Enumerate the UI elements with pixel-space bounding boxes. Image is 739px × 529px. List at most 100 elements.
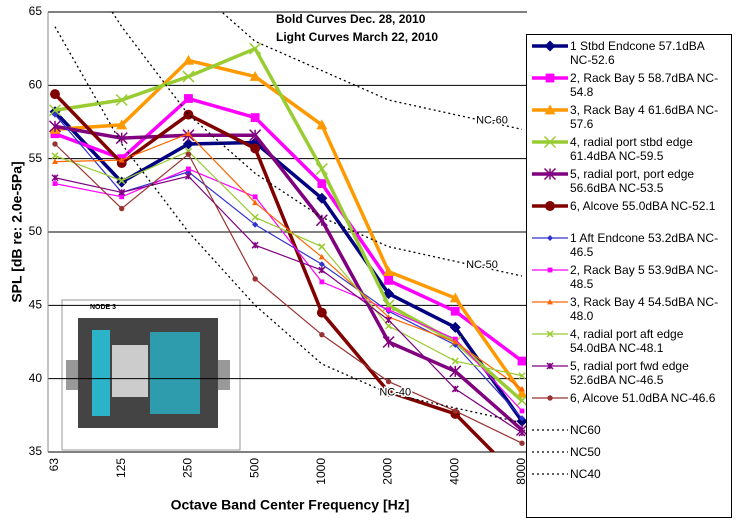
marker (547, 267, 553, 273)
marker (385, 316, 393, 324)
legend-swatch (532, 362, 568, 370)
marker (318, 253, 325, 260)
x-tick-label: 250 (181, 458, 195, 478)
x-tick-label: 500 (247, 458, 261, 478)
legend-swatch (532, 299, 568, 305)
inset: NODE 3 (61, 299, 241, 451)
marker (48, 104, 62, 117)
marker (546, 362, 554, 370)
legend-label: 1 Stbd Endcone 57.1dBA NC-52.6 (570, 39, 705, 67)
marker (52, 141, 58, 147)
marker (519, 415, 525, 422)
marker (519, 408, 525, 414)
marker (183, 109, 194, 120)
marker (119, 194, 125, 200)
marker (547, 235, 553, 241)
marker (186, 166, 191, 172)
marker (182, 138, 194, 150)
marker (182, 70, 195, 83)
marker (50, 89, 60, 100)
legend-label: 5, radial port fwd edge 52.6dBA NC-46.5 (570, 359, 689, 387)
marker (116, 119, 128, 130)
x-axis-label: Octave Band Center Frequency [Hz] (171, 497, 410, 513)
legend-label: 4, radial port stbd edge 61.4dBA NC-59.5 (570, 135, 693, 163)
legend-entry: NC60 (530, 423, 728, 445)
marker (386, 307, 391, 313)
marker (546, 330, 554, 338)
marker (319, 331, 325, 338)
marker (52, 111, 58, 118)
legend-label: NC60 (570, 423, 601, 437)
legend-label: 4, radial port aft edge 54.0dBA NC-48.1 (570, 327, 684, 355)
legend-swatch (532, 40, 568, 52)
legend-swatch (532, 330, 568, 338)
legend-swatch (532, 167, 568, 181)
legend-swatch (532, 429, 568, 431)
x-tick-label: 8000 (514, 458, 528, 485)
marker (383, 266, 395, 276)
marker (318, 261, 325, 268)
marker (547, 395, 553, 401)
marker (519, 440, 525, 446)
marker (518, 429, 526, 437)
marker (515, 394, 527, 407)
legend-label: NC40 (570, 467, 601, 481)
marker (382, 335, 395, 349)
marker (252, 194, 258, 200)
y-tick-label: 35 (29, 444, 43, 458)
marker (385, 322, 393, 330)
legend-entry: 5, radial port, port edge 56.6dBA NC-53.… (530, 167, 728, 199)
x-tick-label: 2000 (381, 458, 395, 485)
y-axis-label: SPL [dB re: 2.0e-5Pa] (9, 161, 25, 302)
marker (318, 243, 326, 251)
marker (251, 241, 259, 249)
marker (184, 172, 192, 180)
x-tick-label: 125 (114, 458, 128, 478)
series-line (111, 12, 523, 277)
marker (545, 201, 555, 211)
legend-label: 1 Aft Endcone 53.2dBA NC-46.5 (570, 231, 719, 259)
marker (452, 408, 458, 414)
y-tick-label: 50 (29, 224, 43, 238)
marker (118, 188, 126, 196)
marker (516, 387, 527, 398)
marker (182, 54, 194, 65)
marker (319, 279, 325, 285)
legend-entry: 5, radial port fwd edge 52.6dBA NC-46.5 (530, 359, 728, 391)
x-tick-label: 1000 (314, 458, 328, 485)
series-line (220, 12, 523, 130)
plot-area (48, 12, 527, 452)
series-line (54, 175, 523, 434)
marker (249, 129, 262, 142)
marker (316, 307, 327, 318)
marker (249, 42, 262, 55)
legend-entry: NC50 (530, 445, 728, 467)
legend-swatch (532, 235, 568, 241)
marker (449, 292, 461, 303)
marker (184, 94, 193, 103)
legend-swatch (532, 201, 568, 211)
marker (185, 130, 192, 137)
marker (252, 221, 259, 228)
y-tick-label: 40 (29, 371, 43, 385)
marker (544, 40, 556, 52)
marker (543, 167, 557, 181)
legend-entry: 4, radial port stbd edge 61.4dBA NC-59.5 (530, 135, 728, 167)
legend-entry: 2, Rack Bay 5 58.7dBA NC-54.8 (530, 71, 728, 103)
marker (543, 135, 557, 149)
series-line (54, 124, 524, 432)
y-tick-label: 60 (29, 78, 43, 92)
series-line (54, 46, 524, 402)
legend-entry: 6, Alcove 51.0dBA NC-46.6 (530, 391, 728, 423)
marker (450, 306, 460, 316)
legend-entry: 3, Rack Bay 4 54.5dBA NC-48.0 (530, 295, 728, 327)
legend-label: 3, Rack Bay 4 61.6dBA NC-57.6 (570, 103, 719, 131)
legend-swatch (532, 267, 568, 273)
marker (315, 214, 328, 227)
marker (384, 276, 393, 285)
legend-entry: 6, Alcove 55.0dBA NC-52.1 (530, 199, 728, 231)
marker (545, 73, 555, 83)
legend-swatch (532, 451, 568, 453)
legend-label: 6, Alcove 51.0dBA NC-46.6 (570, 391, 716, 405)
